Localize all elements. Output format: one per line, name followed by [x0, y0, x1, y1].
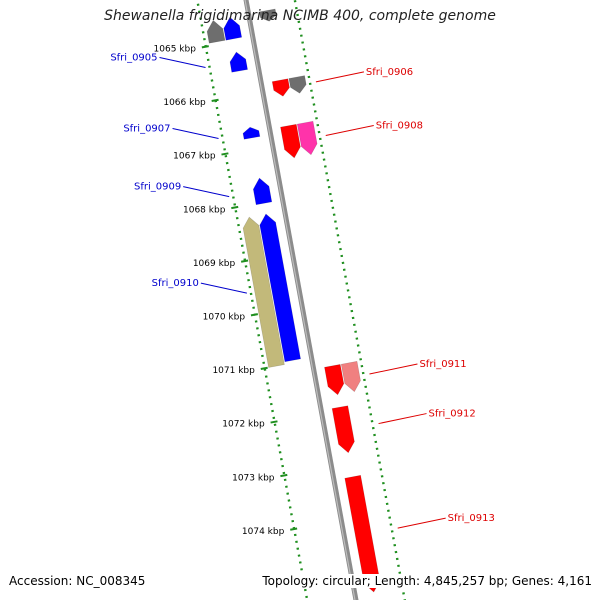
genome-backbone-line — [243, 0, 359, 600]
label-leader-line — [183, 186, 230, 198]
gene-label: Sfri_0909 — [134, 182, 181, 193]
tick-mark — [290, 527, 298, 531]
outer-dotted-ring — [293, 0, 406, 600]
tick-label: 1067 kbp — [173, 152, 216, 162]
label-leader-line — [369, 363, 418, 375]
accession-text: Accession: NC_008345 — [9, 574, 146, 588]
tick-label: 1069 kbp — [193, 259, 236, 269]
tick-mark — [250, 313, 259, 317]
gene-label: Sfri_0913 — [448, 513, 495, 524]
gene-plus-strand-feature[interactable] — [259, 8, 277, 22]
gene-sfri-0908[interactable] — [280, 123, 301, 159]
gene-label: Sfri_0912 — [429, 409, 476, 420]
tick-label: 1071 kbp — [212, 366, 255, 376]
gene-plus-strand-feature[interactable] — [296, 120, 318, 156]
gene-minus-strand-feature[interactable] — [242, 216, 285, 368]
tick-label: 1073 kbp — [232, 473, 275, 483]
tick-mark — [270, 420, 278, 424]
gene-sfri-0905[interactable] — [229, 51, 248, 73]
gene-sfri-0906[interactable] — [271, 78, 290, 97]
gene-sfri-0907[interactable] — [242, 126, 261, 140]
tick-label: 1070 kbp — [203, 312, 246, 322]
tick-mark — [260, 366, 268, 370]
gene-label: Sfri_0907 — [123, 123, 170, 134]
gene-label: Sfri_0906 — [366, 67, 413, 78]
gene-label: Sfri_0910 — [152, 278, 199, 289]
tick-label: 1065 kbp — [154, 44, 197, 54]
tick-mark — [240, 259, 249, 263]
gene-label: Sfri_0908 — [376, 120, 423, 131]
label-leader-line — [378, 413, 427, 425]
gene-sfri-0911[interactable] — [324, 364, 345, 396]
tick-mark — [201, 45, 209, 49]
gene-minus-strand-feature[interactable] — [223, 16, 243, 41]
gene-plus-strand-feature[interactable] — [288, 75, 307, 94]
figure-title: Shewanella frigidimarina NCIMB 400, comp… — [104, 8, 496, 24]
tick-label: 1072 kbp — [222, 420, 265, 430]
tick-label: 1066 kbp — [163, 98, 206, 108]
label-leader-line — [159, 56, 206, 68]
gene-minus-strand-feature[interactable] — [206, 19, 226, 44]
tick-mark — [231, 205, 239, 210]
gene-sfri-0910[interactable] — [259, 213, 301, 363]
gene-labels: Sfri_0905 Sfri_0906 Sfri_0907 Sfri_0908 Sfri… — [110, 52, 495, 529]
genome-summary-text: Topology: circular; Length: 4,845,257 bp… — [260, 574, 592, 588]
tick-mark — [221, 152, 229, 156]
gene-label: Sfri_0911 — [419, 359, 466, 370]
label-leader-line — [325, 124, 374, 136]
gene-plus-strand-feature[interactable] — [340, 360, 361, 393]
label-leader-line — [172, 128, 219, 139]
backbone-highlight — [244, 0, 356, 600]
tick-label: 1068 kbp — [183, 205, 226, 215]
backbone — [243, 0, 359, 600]
gene-features — [206, 8, 381, 593]
gene-sfri-0912[interactable] — [331, 405, 355, 454]
tick-mark — [280, 473, 288, 478]
label-leader-line — [315, 71, 365, 83]
tick-mark — [211, 98, 219, 102]
label-leader-line — [397, 517, 446, 529]
tick-label: 1074 kbp — [242, 527, 285, 537]
gene-label: Sfri_0905 — [110, 52, 157, 63]
gene-sfri-0909[interactable] — [252, 177, 273, 206]
label-leader-line — [200, 282, 247, 294]
